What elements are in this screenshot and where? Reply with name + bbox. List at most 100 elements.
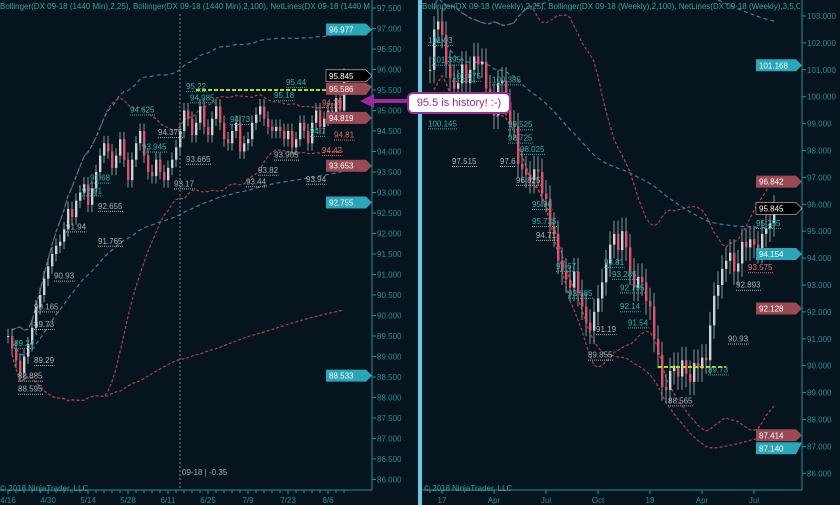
candle [7,336,10,337]
candle [557,233,560,261]
net-level-label: 101.93 [428,36,453,45]
y-tick-label: 93.500 [377,168,402,177]
candle [23,356,26,373]
x-tick-label: 6/11 [161,496,177,505]
candle [565,271,568,280]
candle [171,159,174,168]
daily-chart[interactable]: 09-18 | -0.35 97.500 97.000 96.500 96.000 95.… [0,0,418,505]
x-tick-label: Jul [749,496,759,505]
net-level-label: 94.81 [334,131,355,140]
candle [485,61,488,89]
candle [255,114,258,123]
daily-chart-panel[interactable]: 09-18 | -0.35 97.500 97.000 96.500 96.000 95.… [0,0,418,505]
x-tick-label: 6/25 [200,496,216,505]
candle [629,247,632,272]
y-tick-label: 102.000 [807,39,836,48]
candle [139,131,142,144]
candle [653,306,656,339]
net-level-label: 93.82 [258,166,279,175]
candle [59,241,62,246]
candle [477,56,480,65]
candle [509,102,512,124]
net-level-label: 92.685 [568,289,593,298]
candle [291,131,294,148]
net-level-label: 93.94 [306,175,327,184]
net-level-label: 93.665 [186,155,211,164]
candle [553,225,556,234]
candle [517,126,520,164]
candle [163,172,166,181]
panel-divider[interactable] [418,0,422,505]
weekly-chart[interactable]: 103.000 102.000 101.000 100.000 99.000 98.000… [422,0,840,505]
crosshair-label: 09-18 | -0.35 [182,468,228,477]
candle [529,174,532,181]
candle [773,208,776,224]
y-tick-label: 90.500 [377,291,402,300]
candle [175,147,178,160]
candle [67,208,70,230]
candle [307,131,310,144]
candle [251,122,254,140]
net-level-label: 93.945 [142,142,167,151]
net-level-label: 90.165 [34,302,59,311]
candle [525,169,528,175]
net-level-label: 93.44 [246,177,267,186]
candle [605,263,608,283]
y-tick-label: 101.000 [807,66,836,75]
y-tick-label: 92.000 [807,308,832,317]
net-level-label: 95.22 [186,82,207,91]
candle [617,233,620,251]
candle [625,231,628,248]
candle [27,344,30,357]
candle [51,254,54,267]
candle [71,208,74,218]
candle [593,311,596,331]
candle [729,252,732,261]
candle [187,110,190,119]
net-level-label: 101.075 [452,72,481,81]
x-tick-label: 4/16 [0,496,16,505]
price-marker-label: 87.140 [759,444,784,453]
y-tick-label: 92.000 [377,230,402,239]
candle [191,118,194,136]
candle [227,139,230,144]
x-tick-label: Jul [541,496,551,505]
net-level-label: 89.29 [34,356,55,365]
weekly-chart-panel[interactable]: 103.000 102.000 101.000 100.000 99.000 98.000… [422,0,840,505]
candle [433,29,436,70]
candle [335,98,338,115]
y-tick-label: 94.000 [377,148,402,157]
price-marker-label: 94.154 [759,250,784,259]
candle [669,371,672,390]
annotation-callout[interactable]: 95.5 is history! :-) [407,92,511,114]
y-tick-label: 86.000 [807,469,832,478]
price-marker-label: 95.586 [329,85,354,94]
net-level-label: 99.525 [508,120,533,129]
candle [597,298,600,312]
candle [199,106,202,123]
candle [697,363,700,369]
candle [243,143,246,152]
net-level-label: 88.565 [668,396,693,405]
net-level-label: 98.025 [520,145,545,154]
candle [219,106,222,123]
candle [429,69,432,71]
net-level-label: 100.145 [428,119,457,128]
candle [657,338,660,355]
candle [39,295,42,308]
bollinger-25-upper [11,91,345,331]
x-tick-label: 4/30 [40,496,56,505]
net-level-label: 93.81 [604,258,625,267]
candle [561,260,564,272]
candle [103,143,106,156]
candle [111,151,114,168]
price-marker-label: 101.168 [759,61,788,70]
y-tick-label: 91.000 [377,271,402,280]
net-level-label: 98.725 [508,134,533,143]
candle [621,231,624,251]
candle [481,61,484,65]
net-level-label: 95.96 [532,200,553,209]
candle [521,163,524,170]
y-tick-label: 99.000 [807,120,832,129]
y-tick-label: 90.000 [377,312,402,321]
